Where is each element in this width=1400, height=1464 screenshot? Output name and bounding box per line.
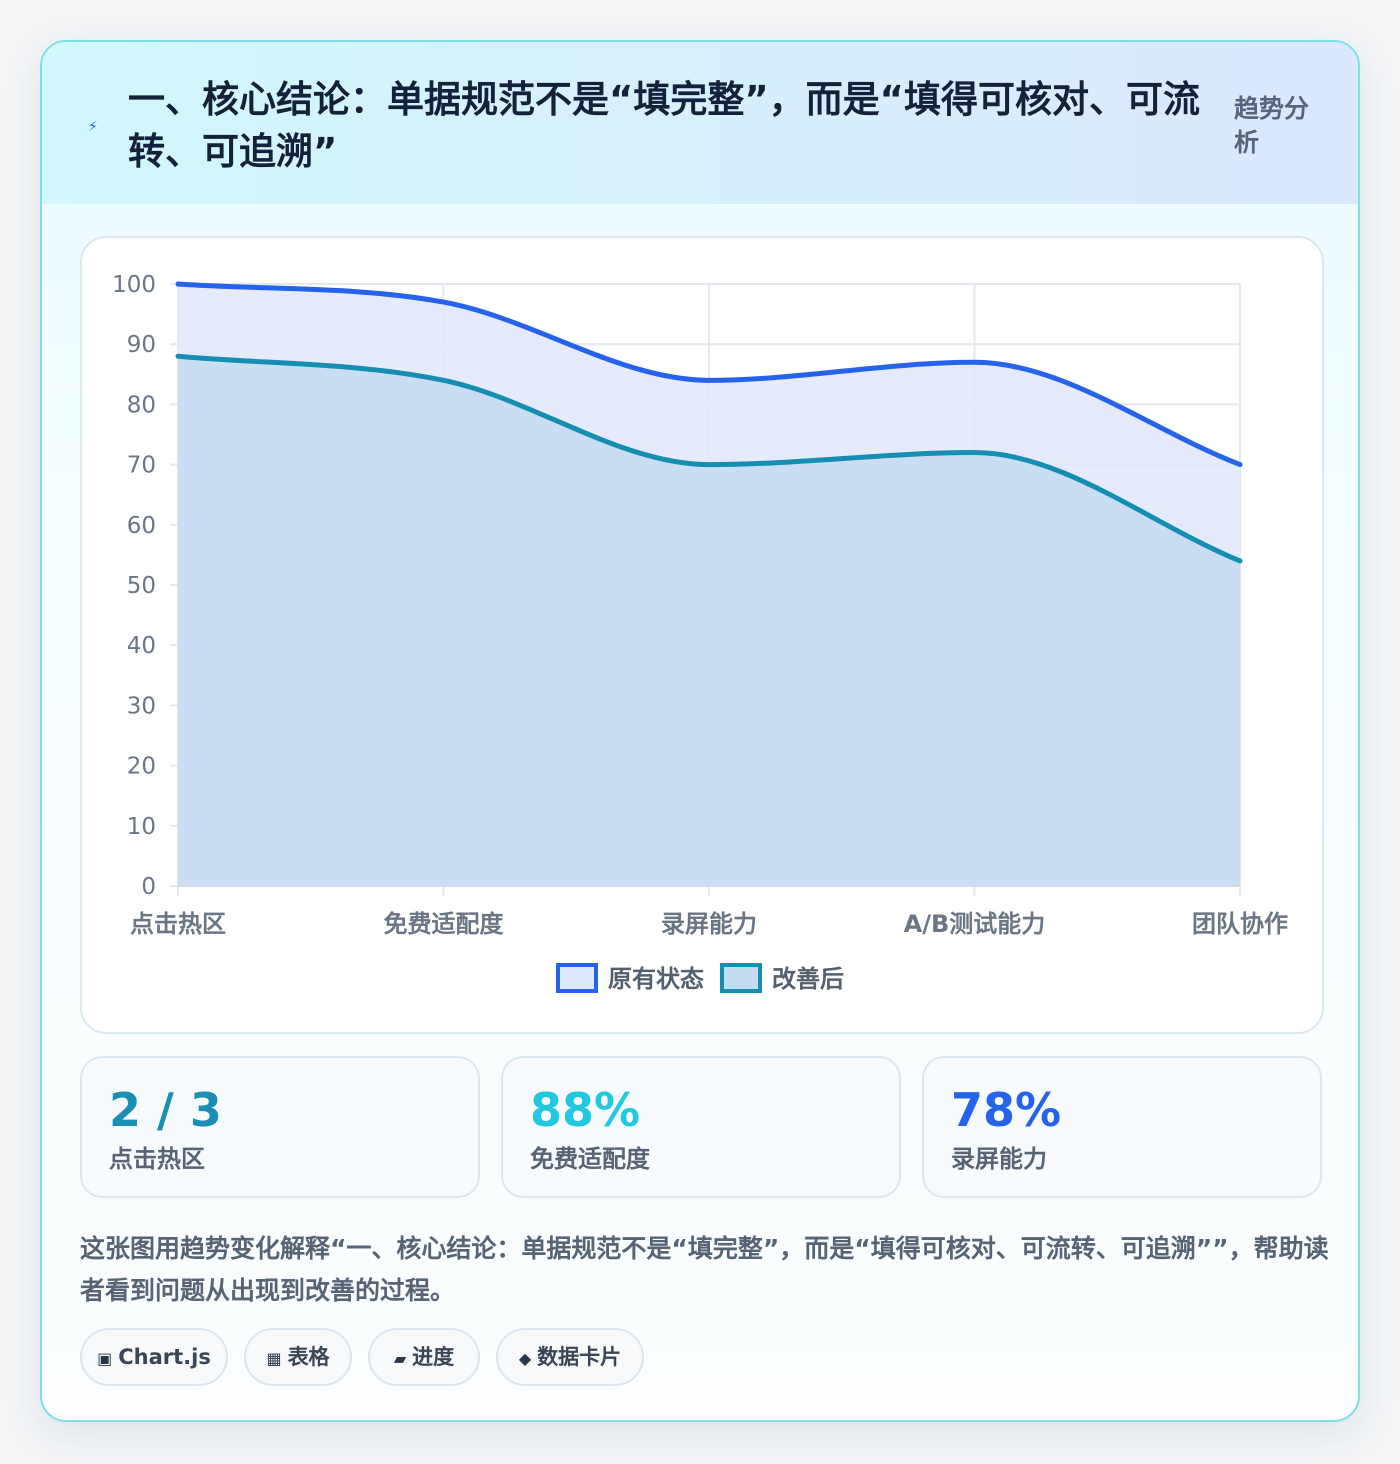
chart-description: 这张图用趋势变化解释“一、核心结论：单据规范不是“填完整”，而是“填得可核对、可… xyxy=(80,1234,1329,1305)
x-tick-label: 团队协作 xyxy=(1192,910,1288,938)
chart-icon: ▣ xyxy=(97,1349,113,1368)
chip-label: 进度 xyxy=(412,1345,455,1369)
line-chart: 0 10 20 30 40 50 60 70 80 90 100 点击热区 免费适配度 录屏能力 A/B测试… xyxy=(112,272,1288,993)
diamond-icon: ◆ xyxy=(518,1349,532,1368)
stat-label: 免费适配度 xyxy=(530,1145,650,1173)
x-tick-label: A/B测试能力 xyxy=(904,910,1046,938)
chip-chartjs[interactable]: ▣ Chart.js xyxy=(80,1328,228,1386)
stat-card-3: 78% 录屏能力 xyxy=(922,1056,1322,1198)
chart-container: 0 10 20 30 40 50 60 70 80 90 100 点击热区 免费适配度 录屏能力 A/B测试… xyxy=(80,236,1324,1034)
y-tick-label: 90 xyxy=(127,332,156,358)
series-line-1 xyxy=(175,281,1243,468)
chip-data-card[interactable]: ◆ 数据卡片 xyxy=(496,1328,644,1386)
legend-swatch-1 xyxy=(556,963,598,993)
stat-card-1: 2 / 3 点击热区 xyxy=(80,1056,480,1198)
y-tick-label: 50 xyxy=(127,573,156,599)
y-tick-label: 30 xyxy=(127,693,156,719)
stat-value: 88% xyxy=(530,1083,641,1137)
analysis-card: ⚡ 一、核心结论：单据规范不是“填完整”，而是“填得可核对、可流转、可追溯” 趋… xyxy=(40,40,1360,1422)
y-tick-label: 100 xyxy=(112,272,156,298)
legend-swatch-2 xyxy=(720,963,762,993)
chip-table[interactable]: ▦ 表格 xyxy=(244,1328,352,1386)
legend-label-1: 原有状态 xyxy=(608,965,704,993)
x-tick-label: 免费适配度 xyxy=(384,910,505,938)
chip-label: 表格 xyxy=(287,1345,330,1369)
y-tick-label: 40 xyxy=(127,633,156,659)
y-tick-label: 80 xyxy=(127,392,156,418)
card-title: 一、核心结论：单据规范不是“填完整”，而是“填得可核对、可流转、可追溯” xyxy=(128,78,1200,173)
y-tick-label: 70 xyxy=(127,453,156,479)
y-tick-label: 10 xyxy=(127,814,156,840)
stat-value: 2 / 3 xyxy=(109,1083,222,1137)
x-tick-label: 录屏能力 xyxy=(661,910,757,938)
card-header: ⚡ 一、核心结论：单据规范不是“填完整”，而是“填得可核对、可流转、可追溯” 趋… xyxy=(42,42,1358,204)
progress-icon: ▰ xyxy=(393,1349,407,1368)
chip-progress[interactable]: ▰ 进度 xyxy=(368,1328,480,1386)
stat-card-2: 88% 免费适配度 xyxy=(501,1056,901,1198)
chip-label: Chart.js xyxy=(118,1345,211,1369)
x-tick-label: 点击热区 xyxy=(130,910,226,938)
legend-label-2: 改善后 xyxy=(772,965,844,993)
lightning-icon: ⚡ xyxy=(88,119,98,135)
series-area-2 xyxy=(178,356,1240,886)
series-line-2 xyxy=(175,353,1243,564)
y-tick-label: 0 xyxy=(141,874,156,900)
y-tick-label: 60 xyxy=(127,513,156,539)
analysis-tag: 趋势分析 xyxy=(1234,94,1310,157)
stat-value: 78% xyxy=(951,1083,1062,1137)
table-icon: ▦ xyxy=(266,1349,282,1368)
chip-label: 数据卡片 xyxy=(537,1345,622,1369)
stat-label: 录屏能力 xyxy=(951,1145,1047,1173)
y-tick-label: 20 xyxy=(127,754,156,780)
stat-cards: 2 / 3 点击热区 88% 免费适配度 78% 录屏能力 xyxy=(80,1056,1324,1198)
stat-label: 点击热区 xyxy=(109,1145,205,1173)
